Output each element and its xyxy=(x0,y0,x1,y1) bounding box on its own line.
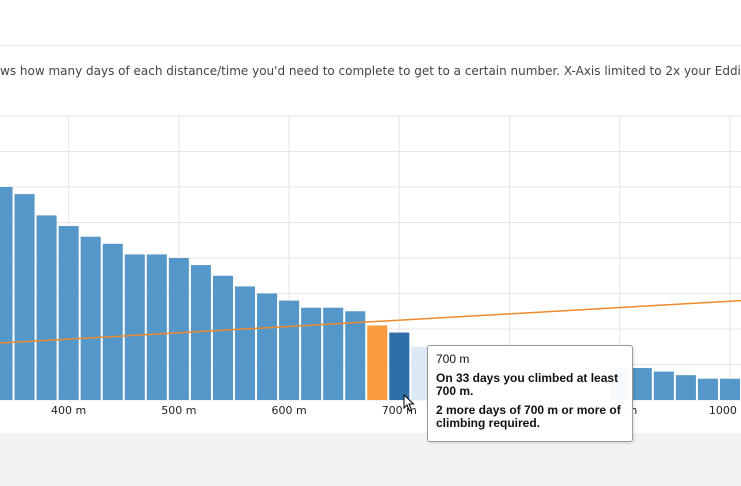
bar-920m[interactable] xyxy=(631,368,652,400)
section-divider xyxy=(0,45,741,46)
bar-580m[interactable] xyxy=(257,293,278,401)
bar-460m[interactable] xyxy=(124,254,145,400)
bar-500m[interactable] xyxy=(168,258,189,400)
bar-960m[interactable] xyxy=(675,375,696,400)
tooltip-title: 700 m xyxy=(436,352,470,366)
bar-340m[interactable] xyxy=(0,187,13,400)
bar-480m[interactable] xyxy=(146,254,167,400)
bar-620m[interactable] xyxy=(301,307,322,400)
bar-720m[interactable] xyxy=(411,346,432,400)
chart-tooltip: 700 m On 33 days you climbed at least 70… xyxy=(427,345,633,442)
bar-660m[interactable] xyxy=(345,311,366,400)
x-tick-label: 500 m xyxy=(161,404,196,417)
bar-440m[interactable] xyxy=(102,243,123,400)
trend-line xyxy=(0,299,741,344)
bar-940m[interactable] xyxy=(653,371,674,400)
bar-640m[interactable] xyxy=(323,307,344,400)
x-tick-label: 400 m xyxy=(51,404,86,417)
tooltip-required-text: 2 more days of 700 m or more of climbing… xyxy=(436,403,621,430)
bar-600m[interactable] xyxy=(279,300,300,400)
bar-980m[interactable] xyxy=(697,378,718,400)
bar-1000m[interactable] xyxy=(719,378,740,400)
x-tick-label: 1000 m xyxy=(709,404,741,417)
eddington-line xyxy=(0,299,741,344)
chart-description: ws how many days of each distance/time y… xyxy=(0,64,741,78)
bar-420m[interactable] xyxy=(80,236,101,400)
bar-700m[interactable] xyxy=(389,332,410,400)
x-tick-label: 600 m xyxy=(271,404,306,417)
bar-520m[interactable] xyxy=(190,265,211,400)
bar-680m[interactable] xyxy=(367,325,388,400)
mouse-cursor-icon xyxy=(403,394,415,412)
bar-360m[interactable] xyxy=(14,194,35,400)
bar-380m[interactable] xyxy=(36,215,57,400)
bar-560m[interactable] xyxy=(234,286,256,400)
bar-540m[interactable] xyxy=(212,275,233,400)
tooltip-days-text: On 33 days you climbed at least 700 m. xyxy=(436,371,619,398)
bar-400m[interactable] xyxy=(58,226,79,400)
